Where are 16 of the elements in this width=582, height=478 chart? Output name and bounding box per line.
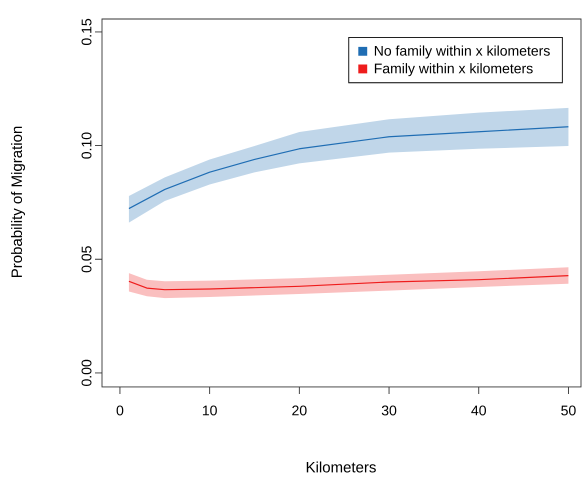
y-tick-label: 0.05 [82, 246, 92, 272]
legend-label: Family within x kilometers [374, 63, 533, 76]
x-tick-label: 20 [292, 406, 307, 416]
y-tick-label: 0.10 [82, 132, 92, 159]
y-tick-label: 0.15 [82, 18, 92, 46]
x-axis-title: Kilometers [306, 461, 376, 472]
line-series [128, 126, 570, 210]
legend-label: No family within x kilometers [374, 45, 550, 59]
x-tick-label: 30 [382, 406, 396, 416]
line-series [128, 275, 570, 290]
x-tick-label: 50 [561, 406, 576, 416]
y-tick-label: 0.00 [82, 360, 92, 386]
x-tick-label: 10 [202, 406, 217, 416]
x-tick-label: 40 [471, 406, 486, 416]
y-axis-title: Probability of Migration [11, 126, 25, 278]
x-tick-label: 0 [116, 406, 124, 416]
